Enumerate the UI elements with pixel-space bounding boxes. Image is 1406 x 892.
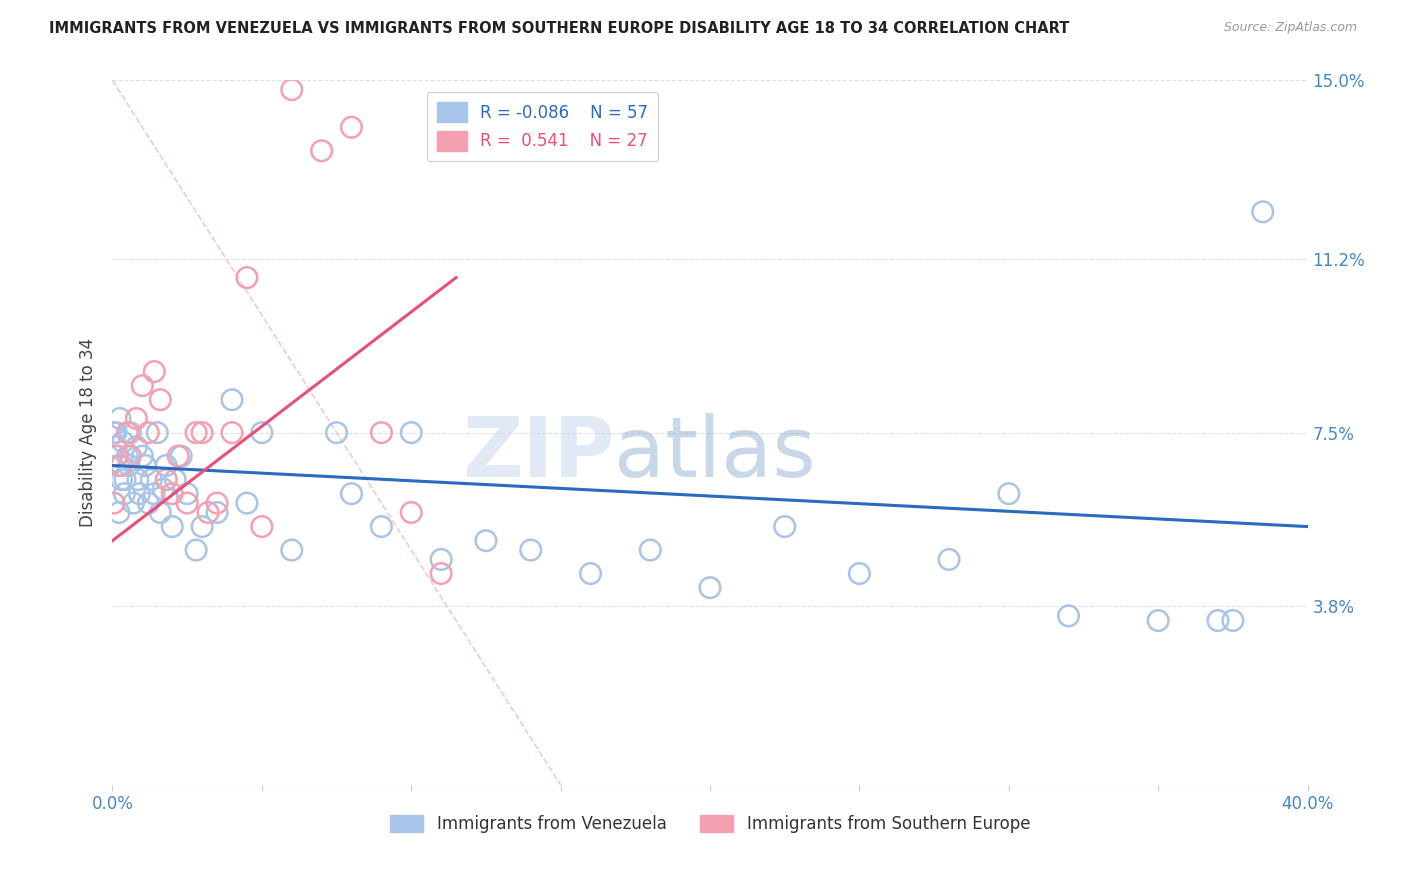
Point bbox=[191, 425, 214, 440]
Point bbox=[340, 486, 363, 500]
Point bbox=[105, 449, 128, 463]
Point bbox=[699, 581, 721, 595]
Point bbox=[236, 270, 259, 285]
Point bbox=[197, 506, 219, 520]
Point bbox=[1206, 614, 1229, 628]
Text: ZIP: ZIP bbox=[463, 413, 614, 494]
Point bbox=[141, 473, 163, 487]
Point bbox=[176, 496, 198, 510]
Point bbox=[430, 566, 453, 581]
Point bbox=[108, 411, 131, 425]
Text: atlas: atlas bbox=[614, 413, 815, 494]
Point bbox=[170, 449, 193, 463]
Point bbox=[117, 449, 139, 463]
Y-axis label: Disability Age 18 to 34: Disability Age 18 to 34 bbox=[79, 338, 97, 527]
Point bbox=[1251, 204, 1274, 219]
Point bbox=[250, 425, 273, 440]
Text: IMMIGRANTS FROM VENEZUELA VS IMMIGRANTS FROM SOUTHERN EUROPE DISABILITY AGE 18 T: IMMIGRANTS FROM VENEZUELA VS IMMIGRANTS … bbox=[49, 21, 1070, 36]
Point bbox=[640, 543, 662, 558]
Point bbox=[340, 120, 363, 135]
Point bbox=[162, 519, 183, 533]
Point bbox=[128, 486, 150, 500]
Point bbox=[131, 378, 153, 392]
Point bbox=[205, 506, 228, 520]
Point bbox=[108, 506, 131, 520]
Point bbox=[176, 486, 198, 500]
Point bbox=[103, 425, 125, 440]
Point bbox=[120, 449, 142, 463]
Point bbox=[430, 552, 453, 566]
Point bbox=[122, 496, 145, 510]
Point bbox=[1222, 614, 1244, 628]
Point bbox=[152, 482, 174, 496]
Point bbox=[105, 449, 128, 463]
Point bbox=[221, 425, 243, 440]
Legend: Immigrants from Venezuela, Immigrants from Southern Europe: Immigrants from Venezuela, Immigrants fr… bbox=[384, 808, 1036, 840]
Point bbox=[1057, 608, 1080, 623]
Point bbox=[104, 440, 127, 454]
Point bbox=[186, 543, 208, 558]
Point bbox=[311, 144, 333, 158]
Point bbox=[138, 425, 160, 440]
Point bbox=[938, 552, 960, 566]
Point bbox=[236, 496, 259, 510]
Point bbox=[131, 449, 153, 463]
Point bbox=[146, 425, 169, 440]
Point bbox=[579, 566, 602, 581]
Point bbox=[281, 83, 304, 97]
Point bbox=[1147, 614, 1170, 628]
Point bbox=[370, 425, 392, 440]
Point bbox=[250, 519, 273, 533]
Point bbox=[520, 543, 543, 558]
Point bbox=[125, 411, 148, 425]
Point bbox=[401, 425, 423, 440]
Point bbox=[325, 425, 347, 440]
Point bbox=[401, 506, 423, 520]
Point bbox=[114, 486, 135, 500]
Point bbox=[149, 506, 172, 520]
Point bbox=[998, 486, 1021, 500]
Point bbox=[162, 486, 183, 500]
Point bbox=[105, 425, 128, 440]
Point bbox=[110, 458, 132, 473]
Point bbox=[475, 533, 498, 548]
Point bbox=[107, 458, 129, 473]
Point bbox=[773, 519, 796, 533]
Point bbox=[117, 425, 139, 440]
Point bbox=[167, 449, 190, 463]
Point bbox=[155, 473, 177, 487]
Point bbox=[103, 496, 125, 510]
Point bbox=[370, 519, 392, 533]
Point bbox=[155, 458, 177, 473]
Point bbox=[114, 473, 136, 487]
Point bbox=[221, 392, 243, 407]
Point bbox=[848, 566, 870, 581]
Point bbox=[281, 543, 304, 558]
Point bbox=[186, 425, 208, 440]
Text: Source: ZipAtlas.com: Source: ZipAtlas.com bbox=[1223, 21, 1357, 34]
Point bbox=[110, 473, 132, 487]
Point bbox=[118, 458, 141, 473]
Point bbox=[111, 435, 134, 450]
Point bbox=[120, 425, 142, 440]
Point bbox=[138, 496, 160, 510]
Point bbox=[191, 519, 214, 533]
Point bbox=[127, 473, 149, 487]
Point bbox=[143, 486, 166, 500]
Point bbox=[125, 440, 148, 454]
Point bbox=[205, 496, 228, 510]
Point bbox=[149, 392, 172, 407]
Point bbox=[165, 473, 187, 487]
Point bbox=[134, 458, 156, 473]
Point bbox=[143, 365, 166, 379]
